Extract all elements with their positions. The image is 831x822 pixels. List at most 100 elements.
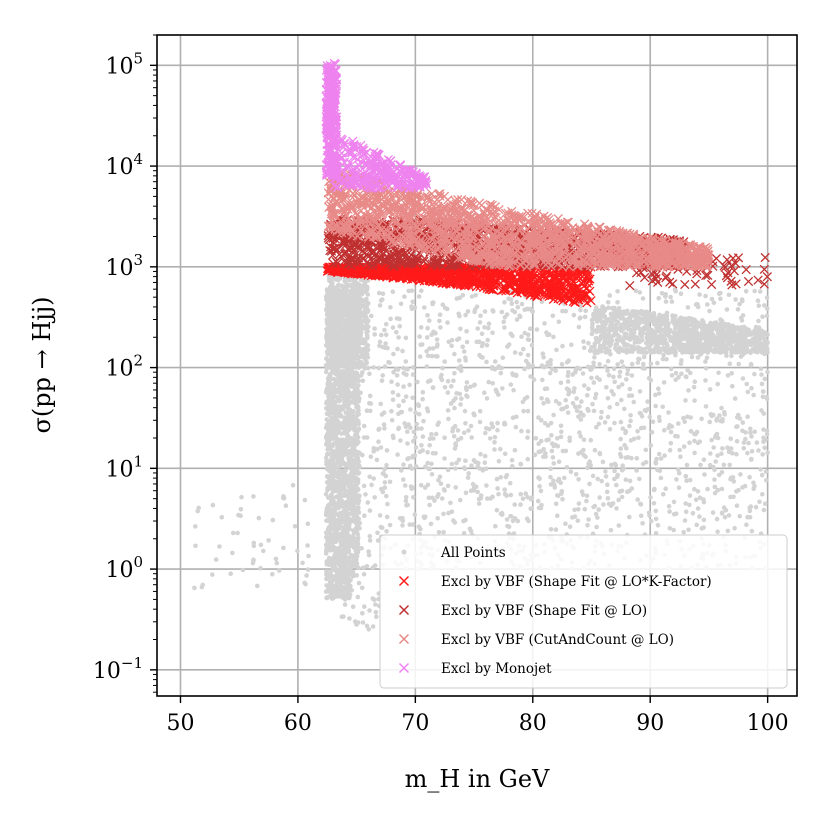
all-points-marker xyxy=(360,378,366,384)
all-points-marker xyxy=(496,491,501,497)
all-points-marker xyxy=(427,318,432,323)
all-points-marker xyxy=(686,527,691,533)
all-points-marker xyxy=(604,489,610,495)
all-points-marker xyxy=(661,352,666,358)
all-points-marker xyxy=(341,493,347,499)
all-points-marker xyxy=(328,524,333,529)
all-points-marker xyxy=(635,360,641,365)
all-points-marker xyxy=(701,517,707,523)
all-points-marker xyxy=(411,365,416,370)
all-points-marker xyxy=(429,461,434,467)
all-points-marker xyxy=(494,476,500,482)
all-points-marker xyxy=(337,397,343,403)
all-points-marker xyxy=(630,349,635,354)
all-points-marker xyxy=(739,318,745,323)
all-points-marker xyxy=(655,336,661,342)
all-points-marker xyxy=(339,460,345,466)
all-points-marker xyxy=(340,591,345,596)
all-points-marker xyxy=(463,358,469,363)
all-points-marker xyxy=(410,299,416,305)
all-points-marker xyxy=(369,482,374,488)
all-points-marker xyxy=(324,451,330,457)
all-points-marker xyxy=(638,502,644,507)
all-points-marker xyxy=(653,516,659,522)
all-points-marker xyxy=(557,401,562,407)
all-points-marker xyxy=(424,406,430,411)
all-points-marker xyxy=(261,548,266,554)
all-points-marker xyxy=(648,378,654,383)
all-points-marker xyxy=(586,386,591,392)
all-points-marker xyxy=(599,409,604,415)
all-points-marker xyxy=(603,474,609,479)
all-points-marker xyxy=(343,488,348,493)
all-points-marker xyxy=(723,507,729,513)
all-points-marker xyxy=(510,415,516,421)
all-points-marker xyxy=(668,366,674,372)
all-points-marker xyxy=(477,320,483,325)
all-points-marker xyxy=(587,348,593,354)
all-points-marker xyxy=(686,388,691,393)
all-points-marker xyxy=(637,476,642,482)
all-points-marker xyxy=(492,367,498,372)
all-points-marker xyxy=(753,504,759,510)
all-points-marker xyxy=(555,443,561,449)
all-points-marker xyxy=(508,331,514,337)
all-points-marker xyxy=(711,445,716,450)
all-points-marker xyxy=(624,446,629,451)
all-points-marker xyxy=(513,424,519,430)
all-points-marker xyxy=(631,399,637,405)
all-points-marker xyxy=(446,339,452,345)
all-points-marker xyxy=(733,297,738,302)
all-points-marker xyxy=(464,387,469,393)
all-points-marker xyxy=(668,440,674,446)
all-points-marker xyxy=(326,558,331,563)
all-points-marker xyxy=(752,371,757,377)
all-points-marker xyxy=(560,343,565,349)
all-points-marker xyxy=(450,429,455,434)
all-points-marker xyxy=(678,315,684,321)
all-points-marker xyxy=(657,312,662,318)
all-points-marker xyxy=(332,486,338,491)
all-points-marker xyxy=(476,339,482,345)
all-points-marker xyxy=(611,374,616,380)
all-points-marker xyxy=(632,334,637,340)
all-points-marker xyxy=(378,445,384,450)
all-points-marker xyxy=(364,408,370,414)
all-points-marker xyxy=(604,385,609,390)
all-points-marker xyxy=(331,467,337,472)
all-points-marker xyxy=(617,369,623,375)
all-points-marker xyxy=(484,359,489,365)
all-points-marker xyxy=(347,399,353,405)
all-points-marker xyxy=(563,397,568,403)
all-points-marker xyxy=(597,495,602,500)
all-points-marker xyxy=(445,390,451,395)
all-points-marker xyxy=(643,447,649,453)
all-points-marker xyxy=(518,461,524,467)
all-points-marker xyxy=(536,505,542,511)
all-points-marker xyxy=(630,309,635,314)
all-points-marker xyxy=(514,299,519,305)
all-points-marker xyxy=(714,516,720,522)
all-points-marker xyxy=(350,574,356,579)
all-points-marker xyxy=(401,398,406,404)
all-points-marker xyxy=(764,313,770,319)
all-points-marker xyxy=(458,497,463,503)
all-points-marker xyxy=(661,380,667,385)
all-points-marker xyxy=(594,424,599,430)
all-points-marker xyxy=(605,395,611,401)
all-points-marker xyxy=(613,346,618,351)
all-points-marker xyxy=(335,430,340,436)
all-points-marker xyxy=(512,447,518,453)
all-points-marker xyxy=(405,429,410,435)
all-points-marker xyxy=(704,355,710,361)
all-points-marker xyxy=(536,415,541,420)
all-points-marker xyxy=(343,480,348,486)
all-points-marker xyxy=(435,354,440,359)
all-points-marker xyxy=(331,449,337,455)
all-points-marker xyxy=(618,419,624,425)
all-points-marker xyxy=(354,514,360,519)
all-points-marker xyxy=(716,370,721,376)
all-points-marker xyxy=(691,349,697,355)
all-points-marker xyxy=(542,321,547,326)
all-points-marker xyxy=(353,488,359,493)
